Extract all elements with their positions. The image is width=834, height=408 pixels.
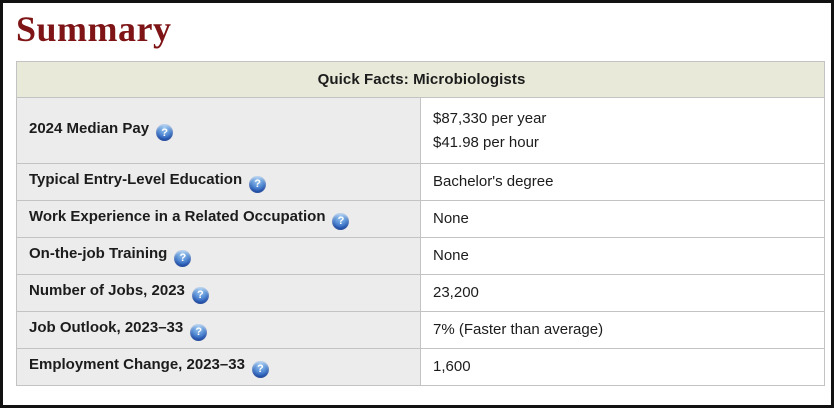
value-line: $87,330 per year: [433, 110, 547, 128]
help-icon[interactable]: ?: [156, 124, 174, 142]
value-line: None: [433, 210, 469, 228]
table-row-on-the-job-training: On-the-job Training? None: [16, 237, 825, 275]
row-label-text: Work Experience in a Related Occupation: [29, 208, 326, 226]
table-row-job-outlook: Job Outlook, 2023–33? 7% (Faster than av…: [16, 311, 825, 349]
row-label-employment-change: Employment Change, 2023–33?: [16, 348, 421, 386]
help-icon[interactable]: ?: [191, 286, 209, 304]
value-line: $41.98 per hour: [433, 133, 539, 151]
value-line: None: [433, 247, 469, 265]
row-value-employment-change: 1,600: [420, 348, 825, 386]
row-label-text: Employment Change, 2023–33: [29, 356, 245, 374]
value-line: 23,200: [433, 284, 479, 302]
row-label-text: Number of Jobs, 2023: [29, 282, 185, 300]
row-label-work-experience: Work Experience in a Related Occupation?: [16, 200, 421, 238]
row-label-text: Typical Entry-Level Education: [29, 171, 243, 189]
help-icon[interactable]: ?: [251, 360, 269, 378]
row-label-number-of-jobs: Number of Jobs, 2023?: [16, 274, 421, 312]
help-icon[interactable]: ?: [174, 249, 192, 267]
row-value-work-experience: None: [420, 200, 825, 238]
row-value-on-the-job-training: None: [420, 237, 825, 275]
row-value-job-outlook: 7% (Faster than average): [420, 311, 825, 349]
table-title-row: Quick Facts: Microbiologists: [16, 61, 825, 98]
value-line: Bachelor's degree: [433, 173, 554, 191]
row-label-text: 2024 Median Pay: [29, 119, 150, 137]
value-line: 1,600: [433, 358, 471, 376]
row-label-job-outlook: Job Outlook, 2023–33?: [16, 311, 421, 349]
row-value-entry-education: Bachelor's degree: [420, 163, 825, 201]
page-title: Summary: [16, 9, 172, 49]
row-label-text: On-the-job Training: [29, 245, 168, 263]
row-label-text: Job Outlook, 2023–33: [29, 319, 184, 337]
row-label-on-the-job-training: On-the-job Training?: [16, 237, 421, 275]
help-icon[interactable]: ?: [190, 323, 208, 341]
table-row-work-experience: Work Experience in a Related Occupation?…: [16, 200, 825, 238]
row-value-number-of-jobs: 23,200: [420, 274, 825, 312]
row-label-entry-education: Typical Entry-Level Education?: [16, 163, 421, 201]
table-row-median-pay: 2024 Median Pay? $87,330 per year $41.98…: [16, 97, 825, 164]
table-row-entry-education: Typical Entry-Level Education? Bachelor'…: [16, 163, 825, 201]
table-row-employment-change: Employment Change, 2023–33? 1,600: [16, 348, 825, 386]
help-icon[interactable]: ?: [332, 212, 350, 230]
row-label-median-pay: 2024 Median Pay?: [16, 97, 421, 164]
value-line: 7% (Faster than average): [433, 321, 604, 339]
row-value-median-pay: $87,330 per year $41.98 per hour: [420, 97, 825, 164]
help-icon[interactable]: ?: [249, 175, 267, 193]
table-row-number-of-jobs: Number of Jobs, 2023? 23,200: [16, 274, 825, 312]
table-title: Quick Facts: Microbiologists: [16, 61, 825, 98]
quick-facts-table: Quick Facts: Microbiologists 2024 Median…: [16, 61, 825, 386]
